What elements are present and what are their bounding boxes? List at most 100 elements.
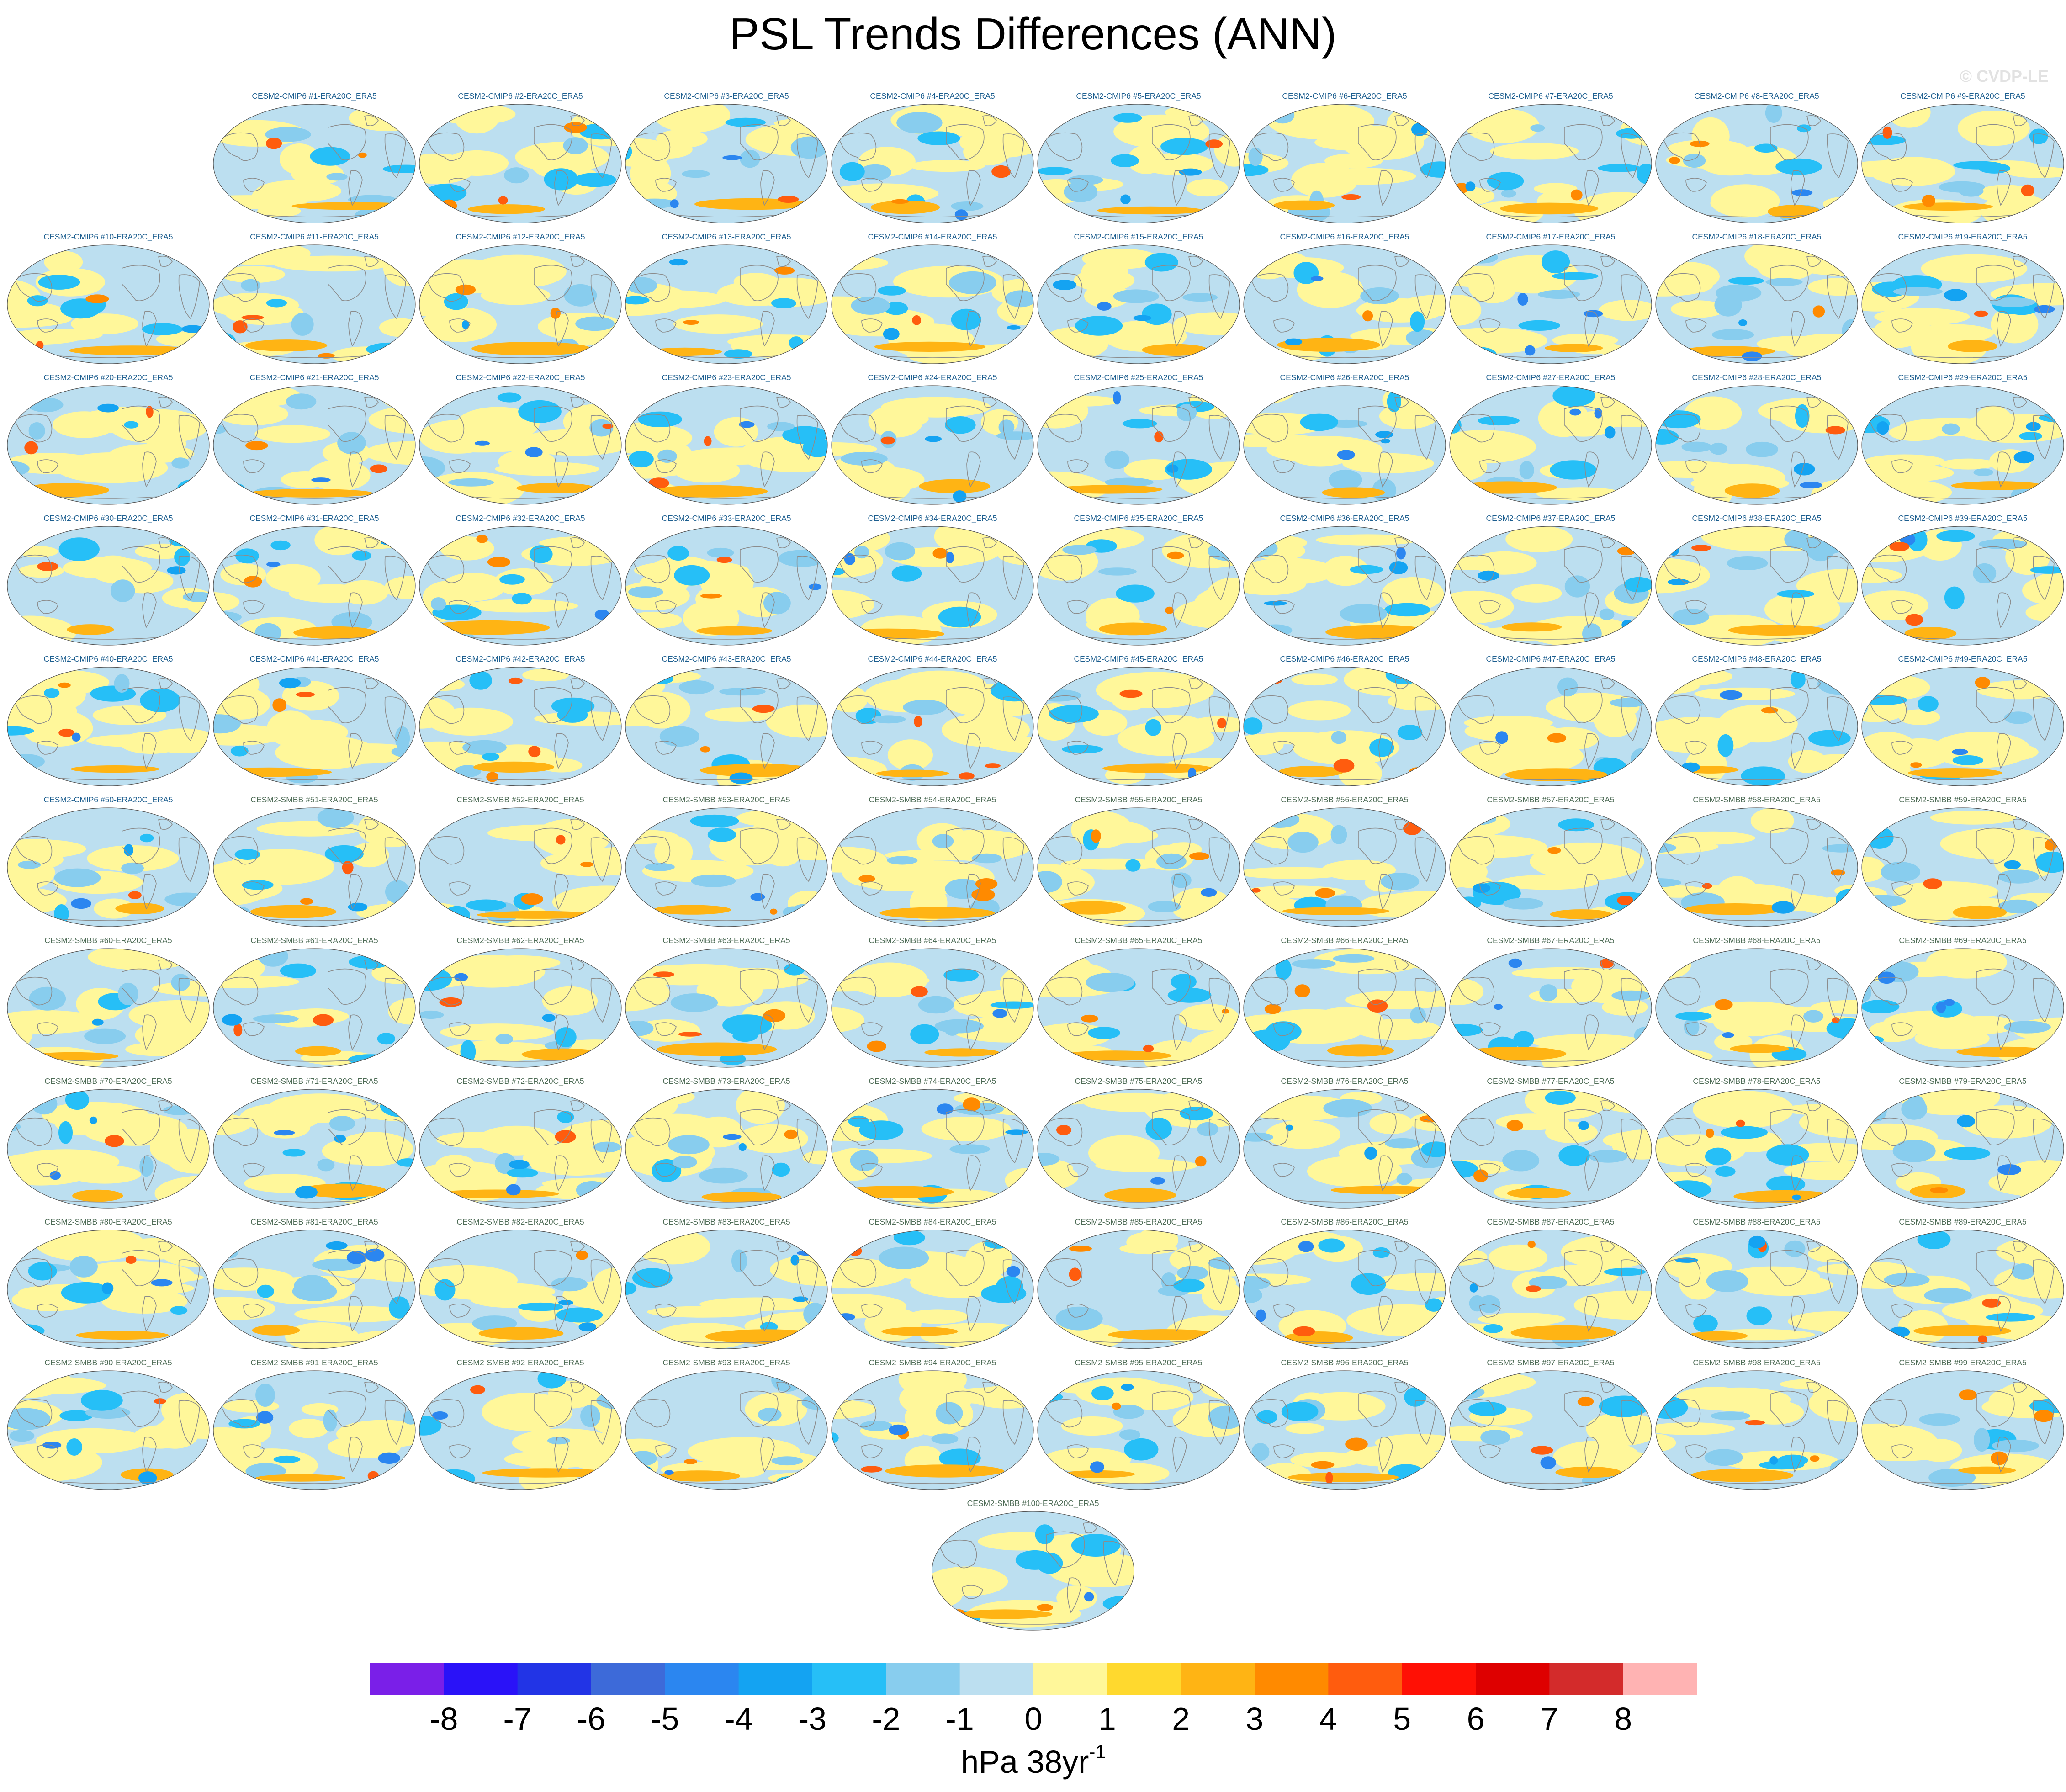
negative-region [1784, 1240, 1806, 1257]
map-panel: CESM2-CMIP6 #11-ERA20C_ERA5 [212, 232, 417, 369]
negative-region [682, 170, 710, 178]
positive-region [1327, 1044, 1394, 1057]
negative-region [1706, 1270, 1748, 1292]
trend-map [831, 1089, 1034, 1209]
negative-region [419, 901, 432, 921]
positive-region [298, 1183, 387, 1198]
negative-core [1121, 1384, 1134, 1391]
negative-region [1598, 164, 1641, 172]
negative-region [1564, 575, 1590, 598]
positive-region [1958, 1466, 2016, 1474]
positive-region [1072, 1569, 1134, 1584]
negative-region [1656, 1046, 1686, 1066]
negative-core [1120, 194, 1131, 204]
negative-region [310, 147, 350, 166]
negative-core [1201, 888, 1217, 897]
negative-core [722, 155, 742, 160]
positive-core [1143, 1044, 1154, 1052]
positive-region [1478, 1313, 1566, 1325]
positive-region [288, 584, 376, 603]
trend-field [419, 668, 621, 782]
negative-region [832, 617, 851, 636]
colorbar-swatch-7 [886, 1663, 960, 1695]
map-outline [625, 385, 828, 505]
map-panel: CESM2-SMBB #55-ERA20C_ERA5 [1036, 795, 1241, 932]
negative-region [625, 1333, 663, 1344]
negative-region [841, 451, 888, 466]
map-outline [213, 948, 416, 1068]
negative-region [1936, 530, 1975, 542]
negative-region [1503, 898, 1543, 910]
map-outline [1655, 1089, 1858, 1209]
map-panel: CESM2-CMIP6 #19-ERA20C_ERA5 [1860, 232, 2066, 369]
negative-region [647, 673, 673, 684]
map-outline [1449, 244, 1652, 364]
trend-map [1449, 104, 1652, 223]
positive-core [1930, 1187, 1948, 1193]
negative-core [1604, 426, 1616, 439]
negative-region [1182, 293, 1218, 302]
panel-title: CESM2-CMIP6 #47-ERA20C_ERA5 [1486, 654, 1616, 663]
negative-region [1552, 386, 1595, 407]
map-outline [213, 104, 416, 223]
negative-core [1944, 999, 1955, 1006]
map-outline [419, 1089, 622, 1209]
negative-region [1973, 563, 1997, 583]
negative-core [256, 1411, 274, 1424]
trend-map [1449, 385, 1652, 505]
positive-core [653, 971, 674, 977]
positive-region [1951, 481, 2044, 490]
negative-region [996, 431, 1033, 440]
positive-core [2045, 839, 2057, 851]
negative-region [270, 540, 291, 551]
map-outline [625, 1230, 828, 1349]
negative-region [885, 542, 916, 561]
positive-region [1930, 811, 2016, 825]
positive-region [1425, 486, 1446, 504]
negative-core [1375, 431, 1393, 438]
map-panel: CESM2-CMIP6 #39-ERA20C_ERA5 [1860, 514, 2066, 651]
negative-region [1538, 290, 1580, 299]
positive-core [684, 1459, 697, 1464]
map-outline [419, 1230, 622, 1349]
positive-region [1545, 344, 1603, 352]
negative-region [1992, 1439, 2039, 1453]
panel-title: CESM2-SMBB #96-ERA20C_ERA5 [1281, 1358, 1409, 1367]
map-outline [831, 104, 1034, 223]
negative-core [1742, 351, 1763, 361]
trend-map [1243, 244, 1446, 364]
trend-map [1037, 667, 1240, 786]
negative-core [1667, 578, 1690, 585]
positive-region [69, 345, 196, 355]
positive-core [1251, 888, 1261, 893]
negative-region [124, 421, 139, 429]
negative-region [707, 827, 736, 842]
negative-region [1038, 772, 1061, 784]
map-outline [625, 526, 828, 646]
negative-region [996, 1276, 1023, 1298]
positive-core [867, 1040, 886, 1052]
negative-region [625, 260, 640, 275]
negative-region [419, 1329, 439, 1340]
negative-region [348, 1054, 392, 1066]
negative-region [1075, 316, 1123, 336]
negative-core [1285, 338, 1303, 345]
panel-title: CESM2-SMBB #91-ERA20C_ERA5 [250, 1358, 378, 1367]
negative-core [664, 1470, 674, 1475]
positive-region [1293, 451, 1348, 467]
colorbar-swatch-4 [665, 1663, 739, 1695]
negative-core [1310, 276, 1324, 281]
panel-title: CESM2-SMBB #86-ERA20C_ERA5 [1281, 1217, 1409, 1226]
positive-core [528, 746, 541, 758]
negative-region [1369, 738, 1394, 757]
trend-map [213, 104, 416, 223]
positive-core [1547, 847, 1561, 854]
map-panel: CESM2-SMBB #78-ERA20C_ERA5 [1654, 1076, 1859, 1214]
panel-title: CESM2-SMBB #52-ERA20C_ERA5 [456, 795, 584, 804]
panel-title: CESM2-SMBB #100-ERA20C_ERA5 [967, 1499, 1099, 1508]
positive-core [1745, 1420, 1765, 1426]
negative-region [257, 1284, 274, 1298]
colorbar-swatch-10 [1107, 1663, 1181, 1695]
trend-map [1243, 948, 1446, 1068]
negative-region [17, 860, 41, 869]
